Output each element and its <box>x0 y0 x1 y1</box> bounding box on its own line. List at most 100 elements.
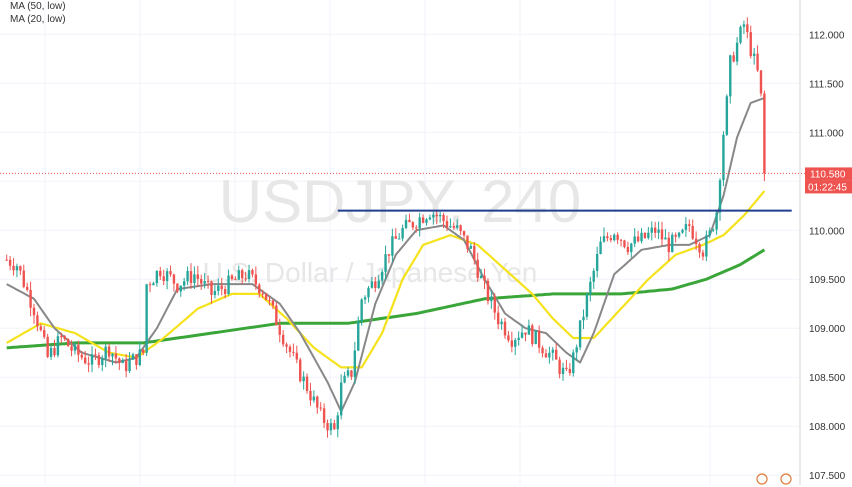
candle-body <box>305 376 309 391</box>
candle-body <box>251 270 254 275</box>
candle-body <box>162 276 165 282</box>
candle-body <box>258 284 261 294</box>
candle-body <box>462 231 466 236</box>
candle-body <box>555 349 558 360</box>
candle-body <box>367 287 370 298</box>
candle-body <box>438 214 442 217</box>
candle-body <box>722 134 725 181</box>
candle-body <box>268 299 271 301</box>
candle-body <box>752 53 756 57</box>
candle-body <box>493 296 496 313</box>
candle-body <box>138 349 142 366</box>
candle-body <box>165 271 169 282</box>
candle-body <box>473 245 476 260</box>
candle-body <box>53 347 56 356</box>
candle-body <box>531 325 534 345</box>
candle-body <box>326 422 329 431</box>
candle-body <box>749 32 752 57</box>
candle-body <box>527 325 531 335</box>
price-axis-badges: 110.580 01:22:45 <box>805 167 852 194</box>
candle-body <box>107 346 111 357</box>
candle-body <box>684 224 688 230</box>
candle-body <box>551 349 554 353</box>
candle-body <box>466 235 469 249</box>
candle-body <box>159 270 162 277</box>
candle-body <box>613 234 616 241</box>
candle-body <box>299 359 302 382</box>
candle-body <box>718 180 722 213</box>
candle-body <box>715 212 718 230</box>
candle-body <box>483 275 486 281</box>
candle-body <box>636 236 640 242</box>
candle-body <box>408 219 411 223</box>
candle-body <box>176 283 179 292</box>
candle-body <box>633 236 636 244</box>
candle-body <box>339 382 343 416</box>
candle-body <box>234 279 237 281</box>
ma-200-path <box>6 248 766 350</box>
legend-ma20[interactable]: MA (20, low) <box>10 14 66 25</box>
candle-body <box>404 219 408 228</box>
candle-body <box>145 284 148 353</box>
candle-body <box>80 354 83 358</box>
candle-body <box>316 396 319 408</box>
candle-body <box>241 270 244 279</box>
candle-body <box>449 226 452 228</box>
candle-body <box>319 407 322 409</box>
candle-body <box>435 214 438 217</box>
candle-body <box>384 254 387 272</box>
candle-body <box>261 293 264 295</box>
candle-body <box>128 359 131 372</box>
candle-body <box>309 390 312 401</box>
candle-body <box>763 93 766 174</box>
candle-body <box>514 340 517 347</box>
candle-body <box>558 359 561 374</box>
candle-body <box>186 271 189 282</box>
candle-body <box>746 24 749 33</box>
candle-body <box>469 245 473 249</box>
candle-body <box>169 271 172 275</box>
candle-body <box>732 55 735 62</box>
legend-ma50[interactable]: MA (50, low) <box>10 1 66 12</box>
candle-body <box>616 234 619 240</box>
candle-body <box>5 259 8 261</box>
candle-body <box>210 281 213 295</box>
candle-body <box>336 415 339 430</box>
candle-body <box>203 281 206 284</box>
candle-body <box>333 423 336 430</box>
candle-body <box>486 280 490 302</box>
candle-body <box>565 367 568 369</box>
candle-body <box>418 217 421 229</box>
candle-body <box>401 227 404 239</box>
y-tick-label: 109.500 <box>809 275 846 286</box>
y-tick-label: 108.500 <box>809 373 846 384</box>
candle-body <box>223 289 227 295</box>
candle-body <box>90 354 94 365</box>
y-tick-label: 108.000 <box>809 422 846 433</box>
candle-body <box>626 246 630 253</box>
candle-body <box>459 225 462 232</box>
candle-body <box>322 408 326 423</box>
indicator-legend: MA (50, low) MA (20, low) <box>10 0 66 26</box>
candle-body <box>503 321 507 336</box>
candle-body <box>142 349 145 353</box>
candle-body <box>592 270 595 282</box>
candle-body <box>302 376 305 382</box>
candle-body <box>36 315 39 327</box>
candle-body <box>708 230 711 236</box>
candle-body <box>476 259 479 278</box>
candle-body <box>104 346 107 359</box>
candle-body <box>380 271 384 281</box>
candle-body <box>377 280 380 289</box>
candle-body <box>432 214 435 218</box>
candle-body <box>101 358 104 366</box>
candle-body <box>735 42 739 62</box>
candle-body <box>39 326 43 331</box>
candle-body <box>206 281 210 283</box>
price-axis[interactable]: 107.500 108.000 108.500 109.000 109.500 110.0… <box>799 0 846 485</box>
y-tick-label: 111.500 <box>809 79 844 90</box>
last-price-label: 110.580 <box>810 169 846 180</box>
candle-body <box>230 275 234 280</box>
candle-body <box>712 229 715 231</box>
